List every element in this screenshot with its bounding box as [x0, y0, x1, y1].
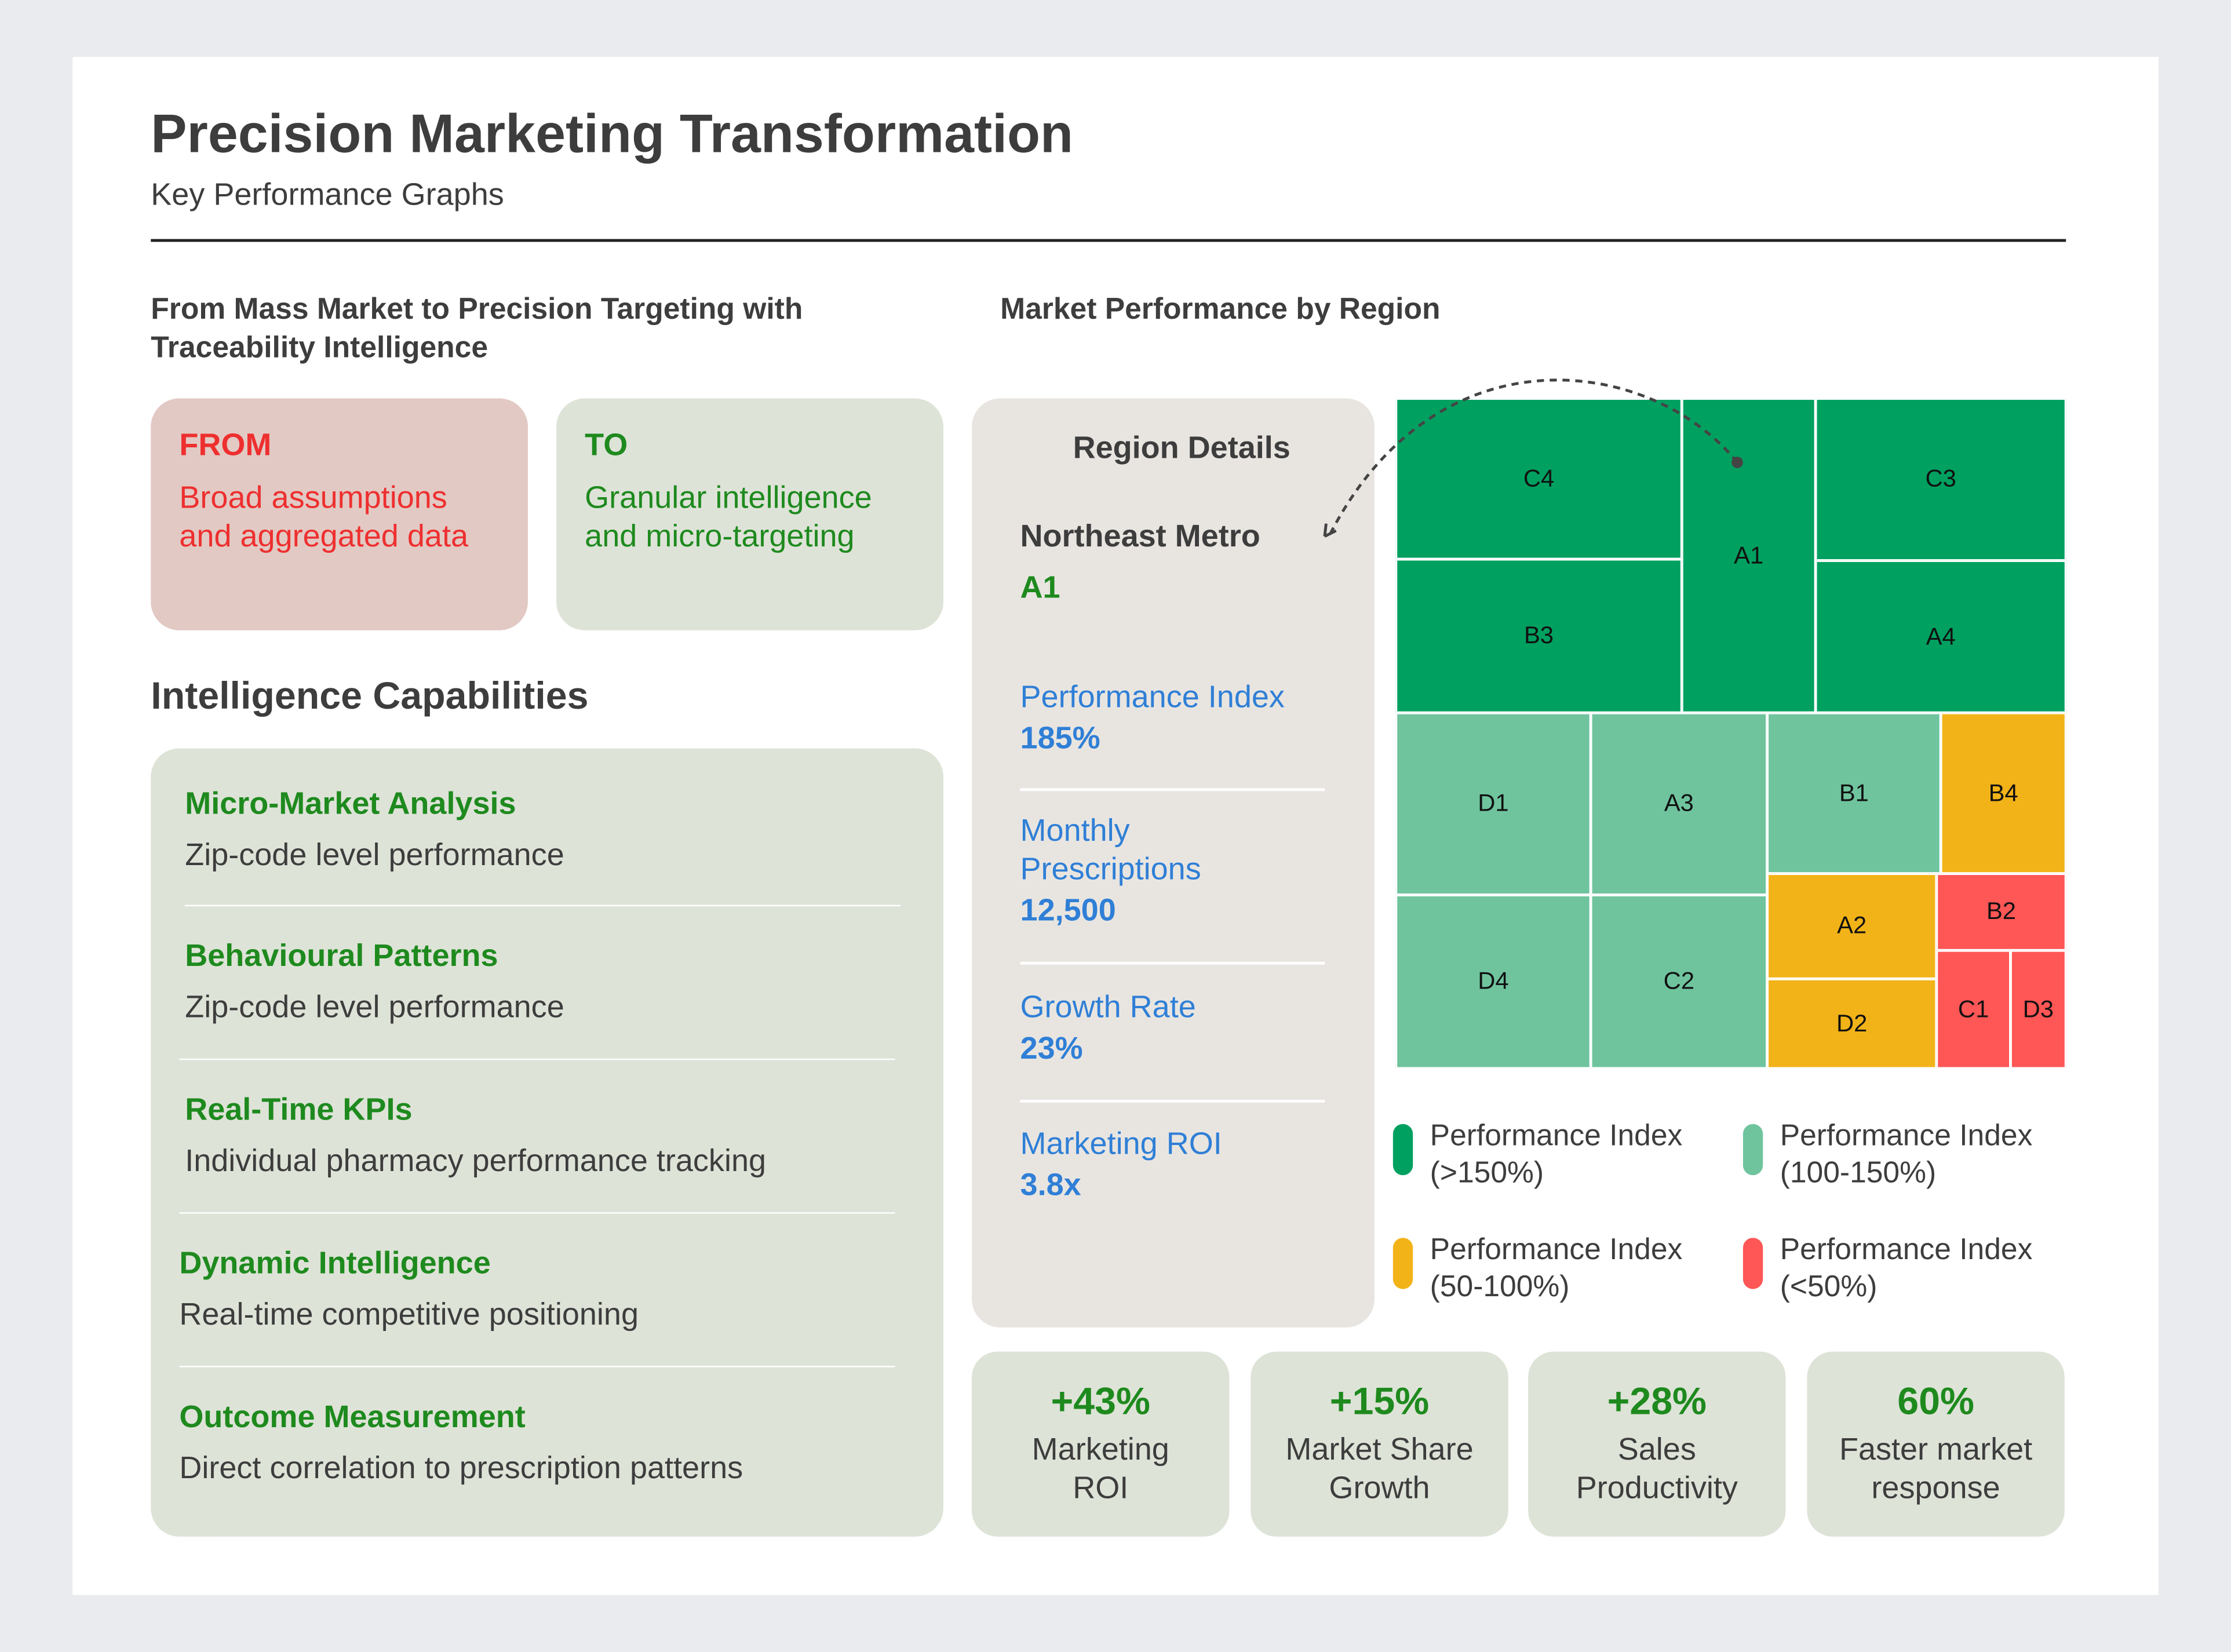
capability-item: Outcome Measurement Direct correlation to…	[179, 1399, 743, 1487]
metric-monthly-prescriptions: Monthly Prescriptions 12,500	[1020, 811, 1277, 929]
kpi-value: +28%	[1607, 1380, 1707, 1423]
capability-title: Real-Time KPIs	[185, 1091, 413, 1127]
treemap-cell-d4[interactable]: D4	[1395, 895, 1591, 1069]
capability-item: Dynamic Intelligence Real-time competitiv…	[179, 1245, 639, 1333]
divider	[1020, 1100, 1325, 1103]
treemap-cell-d2[interactable]: D2	[1767, 979, 1937, 1069]
metric-value: 3.8x	[1020, 1166, 1081, 1202]
metric-label: Performance Index	[1020, 679, 1285, 714]
treemap-cell-d1[interactable]: D1	[1395, 713, 1591, 895]
metric-value: 185%	[1020, 720, 1100, 756]
legend-item-good: Performance Index (100-150%)	[1742, 1118, 2065, 1192]
legend-label: Performance Index (>150%)	[1430, 1119, 1683, 1190]
to-box: TO Granular intelligence and micro-targe…	[556, 398, 943, 630]
capability-desc: Individual pharmacy performance tracking	[185, 1142, 767, 1179]
divider	[179, 1212, 895, 1214]
kpi-label: Faster market response	[1839, 1431, 2033, 1505]
treemap-cell-c2[interactable]: C2	[1591, 895, 1767, 1069]
to-label: TO	[585, 426, 628, 463]
legend-swatch	[1392, 1238, 1413, 1289]
legend-label: Performance Index (50-100%)	[1430, 1233, 1683, 1304]
capability-desc: Zip-code level performance	[185, 989, 564, 1024]
capability-desc: Zip-code level performance	[185, 836, 564, 873]
right-section-title: Market Performance by Region	[1000, 293, 1441, 326]
metric-label: Monthly Prescriptions	[1020, 812, 1201, 887]
legend-swatch	[1742, 1238, 1763, 1289]
kpi-card-market-response: 60% Faster market response	[1807, 1351, 2065, 1537]
divider	[179, 1058, 895, 1060]
region-details-panel: Region Details Northeast Metro A1 Perfor…	[972, 398, 1375, 1328]
region-name: Northeast Metro	[1020, 517, 1260, 554]
kpi-value: 60%	[1897, 1380, 1974, 1423]
capability-item: Micro-Market Analysis Zip-code level perf…	[185, 785, 564, 873]
treemap-cell-a3[interactable]: A3	[1591, 713, 1767, 895]
treemap-cell-c1[interactable]: C1	[1936, 950, 2011, 1069]
region-details-title: Region Details	[1073, 429, 1291, 465]
capability-title: Outcome Measurement	[179, 1398, 526, 1435]
metric-performance-index: Performance Index 185%	[1020, 677, 1326, 757]
divider	[151, 239, 2066, 242]
kpi-label: Marketing ROI	[1031, 1431, 1169, 1505]
kpi-value: +43%	[1051, 1380, 1150, 1423]
metric-label: Growth Rate	[1020, 989, 1196, 1024]
treemap-cell-a4[interactable]: A4	[1816, 560, 2066, 713]
divider	[1020, 788, 1325, 792]
capability-desc: Real-time competitive positioning	[179, 1296, 639, 1332]
divider	[185, 905, 901, 907]
kpi-value: +15%	[1329, 1380, 1430, 1423]
capability-title: Micro-Market Analysis	[185, 785, 516, 821]
capability-desc: Direct correlation to prescription patte…	[179, 1450, 743, 1486]
metric-label: Marketing ROI	[1020, 1125, 1222, 1161]
capabilities-title: Intelligence Capabilities	[151, 674, 589, 717]
treemap-cell-b3[interactable]: B3	[1395, 559, 1682, 713]
treemap-cell-b1[interactable]: B1	[1767, 713, 1941, 874]
legend-swatch	[1392, 1124, 1413, 1176]
treemap-cell-b2[interactable]: B2	[1936, 873, 2066, 951]
treemap-cell-b4[interactable]: B4	[1941, 713, 2066, 874]
divider	[179, 1366, 895, 1367]
treemap-cell-a1[interactable]: A1	[1682, 398, 1816, 713]
kpi-card-market-share: +15% Market Share Growth	[1251, 1351, 1508, 1537]
legend-swatch	[1742, 1124, 1763, 1176]
metric-growth-rate: Growth Rate 23%	[1020, 987, 1326, 1067]
metric-value: 12,500	[1020, 892, 1116, 928]
capability-title: Behavioural Patterns	[185, 938, 498, 973]
capability-title: Dynamic Intelligence	[179, 1245, 491, 1281]
legend-item-mid: Performance Index (50-100%)	[1392, 1232, 1715, 1306]
page-subtitle: Key Performance Graphs	[151, 176, 504, 212]
kpi-label: Market Share Growth	[1285, 1431, 1474, 1505]
capability-item: Behavioural Patterns Zip-code level perfo…	[185, 938, 564, 1026]
treemap-cell-c4[interactable]: C4	[1395, 398, 1682, 559]
legend-label: Performance Index (100-150%)	[1780, 1119, 2033, 1190]
from-label: FROM	[179, 426, 272, 463]
from-text: Broad assumptions and aggregated data	[179, 479, 469, 554]
legend-item-high: Performance Index (>150%)	[1392, 1118, 1715, 1192]
kpi-card-marketing-roi: +43% Marketing ROI	[972, 1351, 1230, 1537]
metric-value: 23%	[1020, 1030, 1083, 1066]
legend-label: Performance Index (<50%)	[1780, 1233, 2033, 1304]
kpi-label: Sales Productivity	[1576, 1431, 1738, 1505]
kpi-card-sales-productivity: +28% Sales Productivity	[1528, 1351, 1786, 1537]
treemap-cell-d3[interactable]: D3	[2010, 950, 2066, 1069]
legend-item-low: Performance Index (<50%)	[1742, 1232, 2065, 1306]
region-code: A1	[1020, 569, 1060, 605]
page-title: Precision Marketing Transformation	[151, 105, 1074, 165]
left-section-title: From Mass Market to Precision Targeting …	[151, 293, 803, 364]
from-box: FROM Broad assumptions and aggregated da…	[151, 398, 528, 630]
metric-marketing-roi: Marketing ROI 3.8x	[1020, 1124, 1326, 1204]
capability-item: Real-Time KPIs Individual pharmacy perfor…	[185, 1091, 766, 1179]
treemap-cell-a2[interactable]: A2	[1767, 873, 1937, 979]
capabilities-panel: Micro-Market Analysis Zip-code level perf…	[151, 748, 943, 1537]
treemap-cell-c3[interactable]: C3	[1816, 398, 2066, 561]
to-text: Granular intelligence and micro-targetin…	[585, 479, 872, 554]
divider	[1020, 961, 1325, 965]
